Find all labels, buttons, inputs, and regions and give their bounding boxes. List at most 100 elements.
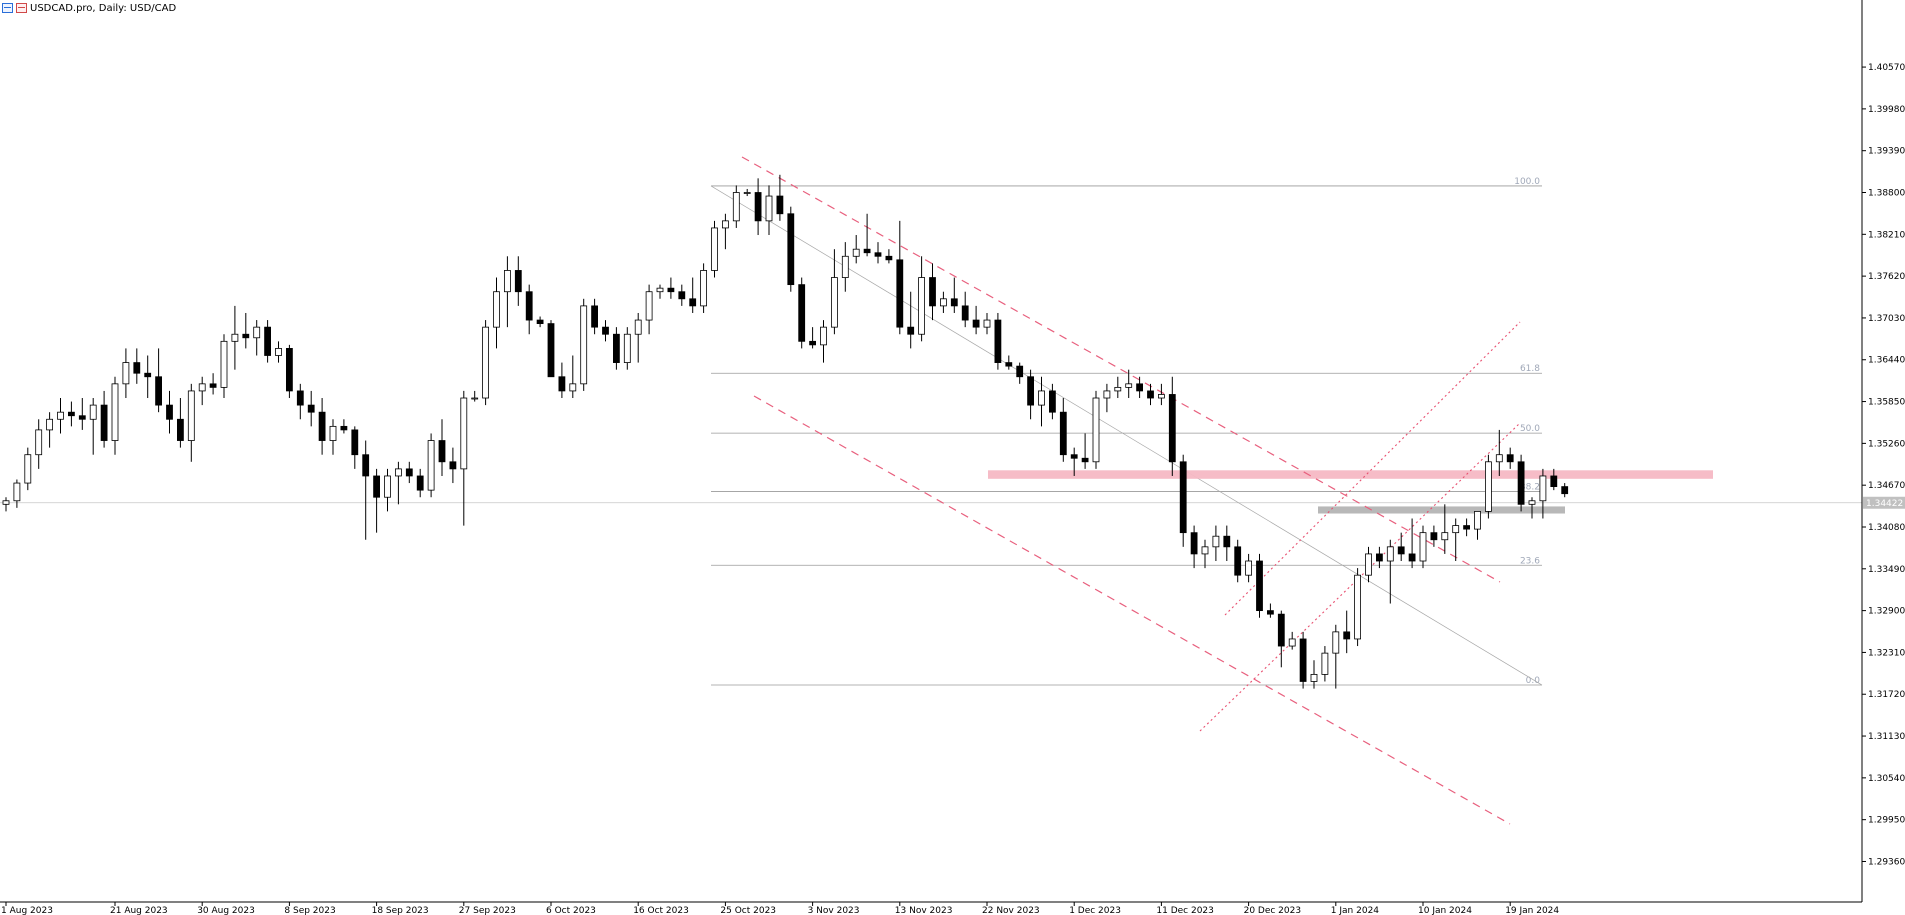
candle-body xyxy=(296,390,304,406)
candle xyxy=(754,178,762,236)
candle xyxy=(13,479,21,508)
x-tick-label: 20 Dec 2023 xyxy=(1244,906,1302,915)
candle-body xyxy=(176,418,184,441)
candle xyxy=(700,263,707,313)
x-tick-label: 18 Sep 2023 xyxy=(372,906,429,915)
candle-body xyxy=(972,319,980,328)
candle-body xyxy=(831,277,838,328)
candle xyxy=(885,249,893,264)
candle xyxy=(591,298,598,335)
x-tick-label: 1 Jan 2024 xyxy=(1331,906,1379,915)
candle xyxy=(820,320,827,363)
candle xyxy=(1485,454,1492,519)
candle-body xyxy=(264,326,272,356)
candle xyxy=(111,376,119,455)
candle-body xyxy=(1397,546,1405,555)
y-tick-label: 1.37620 xyxy=(1868,272,1905,282)
candle-body xyxy=(1408,553,1416,562)
candle xyxy=(1256,553,1263,618)
candle xyxy=(1452,518,1460,562)
candle-body xyxy=(384,475,391,498)
candle-body xyxy=(1114,386,1122,392)
candle xyxy=(1168,376,1176,476)
candle xyxy=(1441,504,1449,554)
candle xyxy=(318,398,326,455)
candle xyxy=(1158,383,1165,406)
candle-body xyxy=(1016,365,1024,378)
candle-body xyxy=(35,429,43,456)
candle xyxy=(100,390,108,448)
candle-body xyxy=(1136,383,1143,392)
candle-body xyxy=(253,326,261,339)
candle-body xyxy=(1452,525,1460,534)
candle xyxy=(1103,383,1111,413)
candle xyxy=(569,355,577,399)
ascending-lower-line xyxy=(1199,422,1521,732)
candle xyxy=(264,320,272,363)
candle-body xyxy=(166,404,173,420)
candle xyxy=(493,277,500,349)
candle xyxy=(1027,369,1034,420)
y-tick-label: 1.29950 xyxy=(1868,816,1905,826)
candle-body xyxy=(1517,461,1525,505)
candle-body xyxy=(667,287,675,293)
fib-label-38.2: 38.2 xyxy=(1520,483,1540,493)
y-tick-label: 1.35260 xyxy=(1868,439,1905,449)
candle-body xyxy=(1059,411,1067,456)
current-price-tag xyxy=(1863,496,1905,509)
candle xyxy=(809,327,816,349)
candle xyxy=(362,440,370,540)
candle xyxy=(384,468,391,512)
candle xyxy=(2,497,10,512)
y-tick-label: 1.38800 xyxy=(1868,189,1905,199)
candle-body xyxy=(536,319,544,325)
candle xyxy=(329,419,337,455)
candle-body xyxy=(1299,638,1307,682)
candle-body xyxy=(68,411,75,417)
candle-body xyxy=(1528,500,1536,505)
candle-body xyxy=(1539,475,1547,502)
candle xyxy=(1147,383,1154,406)
y-tick-label: 1.30540 xyxy=(1868,774,1905,784)
candle-body xyxy=(547,323,555,378)
candle xyxy=(1539,468,1547,519)
candle-body xyxy=(1049,390,1056,413)
candle-body xyxy=(743,192,751,194)
x-tick-label: 1 Aug 2023 xyxy=(1,906,53,915)
candle xyxy=(1299,631,1307,689)
candle-body xyxy=(1070,454,1078,459)
candle xyxy=(460,390,468,526)
candle xyxy=(1049,383,1056,420)
candle-body xyxy=(220,340,228,388)
candle-body xyxy=(852,248,860,257)
candle-body xyxy=(798,284,806,342)
candle xyxy=(1114,376,1122,399)
candle-body xyxy=(809,340,816,346)
candle xyxy=(1550,468,1558,491)
y-tick-label: 1.34670 xyxy=(1868,481,1905,491)
candle-body xyxy=(591,305,598,328)
candle-body xyxy=(1332,631,1340,654)
candle xyxy=(722,213,729,250)
fib-label-50.0: 50.0 xyxy=(1520,424,1540,434)
candle xyxy=(787,206,795,292)
candle-body xyxy=(1495,454,1503,463)
candle-body xyxy=(122,362,130,385)
candle xyxy=(1190,525,1198,569)
candle xyxy=(907,291,915,349)
candle-body xyxy=(1201,546,1209,555)
candle xyxy=(1561,483,1569,498)
candle-body xyxy=(24,454,32,484)
window-icon[interactable] xyxy=(2,3,13,13)
candle-body xyxy=(1354,574,1361,640)
candle-body xyxy=(558,376,566,392)
candle-body xyxy=(198,383,206,392)
candle xyxy=(689,277,697,313)
candle-body xyxy=(678,291,686,300)
y-tick-label: 1.31720 xyxy=(1868,690,1905,700)
candle-body xyxy=(1321,652,1329,675)
indicator-icon[interactable] xyxy=(16,3,27,13)
candle xyxy=(743,188,751,197)
candle-body xyxy=(46,418,53,431)
